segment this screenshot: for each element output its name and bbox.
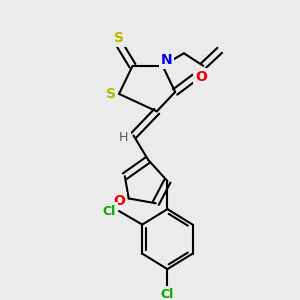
Text: S: S — [106, 87, 116, 101]
Text: H: H — [119, 131, 128, 144]
Text: O: O — [195, 70, 207, 84]
Text: O: O — [113, 194, 125, 208]
Text: N: N — [160, 53, 172, 67]
Text: Cl: Cl — [161, 288, 174, 300]
Text: S: S — [114, 31, 124, 45]
Text: Cl: Cl — [103, 205, 116, 218]
